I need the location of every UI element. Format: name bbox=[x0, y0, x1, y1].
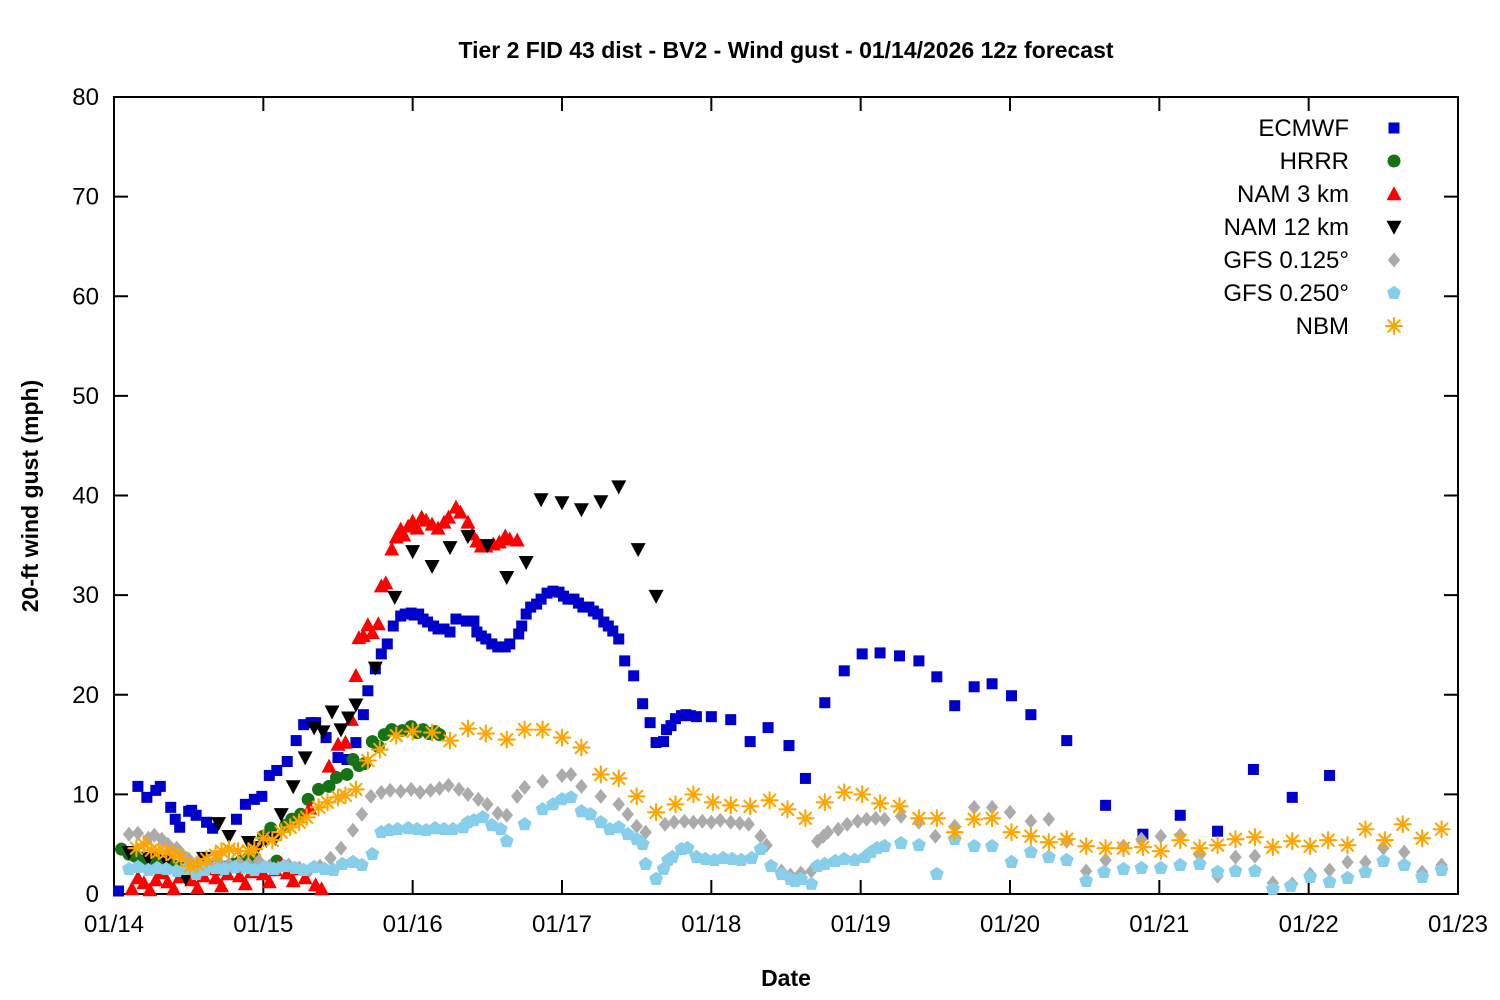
nam-12-km-marker-icon bbox=[1386, 220, 1402, 235]
series-nam-3-km bbox=[124, 499, 525, 897]
nam-3-km-marker-icon bbox=[1386, 186, 1402, 201]
legend-entry-gfs-0-250: GFS 0.250° bbox=[1223, 280, 1401, 307]
x-tick-label: 01/16 bbox=[383, 911, 443, 938]
x-tick-label: 01/15 bbox=[233, 911, 293, 938]
x-tick-label: 01/23 bbox=[1428, 911, 1488, 938]
data-series bbox=[112, 480, 1451, 897]
legend-entry-ecmwf: ECMWF bbox=[1258, 115, 1400, 142]
series-nbm bbox=[127, 719, 1451, 876]
legend-label-hrrr: HRRR bbox=[1280, 148, 1349, 175]
legend-entry-nam-12-km: NAM 12 km bbox=[1224, 214, 1402, 241]
x-tick-label: 01/14 bbox=[84, 911, 144, 938]
y-tick-label: 10 bbox=[72, 781, 99, 808]
y-axis-label: 20-ft wind gust (mph) bbox=[17, 380, 43, 613]
ecmwf-marker-icon bbox=[1388, 122, 1400, 134]
x-tick-label: 01/19 bbox=[831, 911, 891, 938]
legend-entry-hrrr: HRRR bbox=[1280, 148, 1401, 175]
y-tick-label: 30 bbox=[72, 582, 99, 609]
legend-label-gfs-0-250: GFS 0.250° bbox=[1223, 280, 1349, 307]
gfs-0-125-marker-icon bbox=[1387, 252, 1401, 268]
x-tick-label: 01/21 bbox=[1129, 911, 1189, 938]
legend-label-nam-12-km: NAM 12 km bbox=[1224, 214, 1349, 241]
series-ecmwf bbox=[112, 585, 1336, 897]
x-tick-label: 01/22 bbox=[1279, 911, 1339, 938]
y-tick-label: 40 bbox=[72, 483, 99, 510]
x-tick-label: 01/20 bbox=[980, 911, 1040, 938]
legend: ECMWF HRRR NAM 3 km NAM 12 km GFS 0.125° GFS … bbox=[1223, 115, 1404, 340]
nbm-marker-icon bbox=[1384, 316, 1404, 336]
x-tick-label: 01/17 bbox=[532, 911, 592, 938]
y-tick-label: 70 bbox=[72, 184, 99, 211]
chart-title: Tier 2 FID 43 dist - BV2 - Wind gust - 0… bbox=[458, 37, 1113, 63]
y-tick-label: 0 bbox=[86, 881, 99, 908]
legend-label-nbm: NBM bbox=[1296, 313, 1349, 340]
legend-label-ecmwf: ECMWF bbox=[1258, 115, 1349, 142]
legend-label-gfs-0-125: GFS 0.125° bbox=[1223, 247, 1349, 274]
y-tick-label: 20 bbox=[72, 682, 99, 709]
legend-entry-nam-3-km: NAM 3 km bbox=[1237, 181, 1402, 208]
y-tick-label: 60 bbox=[72, 283, 99, 310]
hrrr-marker-icon bbox=[1387, 154, 1401, 168]
axis-ticks: 01/14 01/15 01/16 01/17 01/18 01/19 01/20 01/21… bbox=[72, 84, 1488, 938]
y-tick-label: 80 bbox=[72, 84, 99, 111]
legend-label-nam-3-km: NAM 3 km bbox=[1237, 181, 1349, 208]
legend-entry-gfs-0-125: GFS 0.125° bbox=[1223, 247, 1401, 274]
y-tick-label: 50 bbox=[72, 383, 99, 410]
series-gfs-0-250 bbox=[122, 790, 1449, 895]
legend-entry-nbm: NBM bbox=[1296, 313, 1404, 340]
gfs-0-250-marker-icon bbox=[1387, 285, 1401, 299]
x-tick-label: 01/18 bbox=[681, 911, 741, 938]
x-axis-label: Date bbox=[761, 965, 811, 991]
